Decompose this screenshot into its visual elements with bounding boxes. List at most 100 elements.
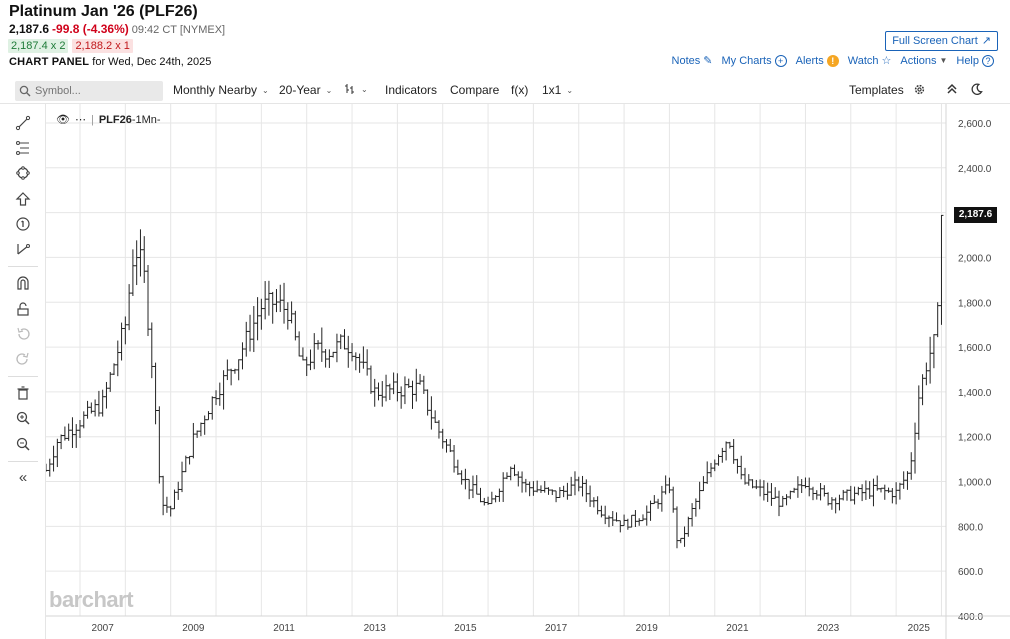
collapse-tools-button[interactable]: «: [13, 467, 33, 487]
full-screen-chart-button[interactable]: Full Screen Chart ↗: [885, 31, 998, 51]
ohlc-bar: [894, 482, 899, 505]
templates-button[interactable]: Templates: [849, 83, 904, 97]
help-link[interactable]: Help?: [956, 54, 994, 67]
ohlc-bar: [338, 334, 343, 350]
ohlc-bar: [334, 333, 339, 363]
price-chart[interactable]: 2,600.02,400.02,200.02,000.01,800.01,600…: [46, 104, 1010, 639]
ohlc-bar: [255, 297, 260, 341]
ohlc-bar: [210, 396, 215, 420]
ohlc-bar: [807, 477, 812, 497]
ohlc-bar: [198, 422, 203, 437]
ohlc-bar: [603, 505, 608, 525]
more-icon[interactable]: ⋯: [74, 114, 86, 126]
ohlc-bar: [811, 486, 816, 501]
ohlc-bar: [157, 406, 162, 484]
symbol-input[interactable]: [35, 85, 155, 97]
legend-symbol: PLF26: [98, 113, 132, 126]
ohlc-bar: [78, 419, 83, 439]
tools-divider: [8, 461, 38, 462]
x-tick-label: 2017: [545, 623, 568, 634]
ohlc-bar: [240, 342, 245, 370]
ohlc-bar: [202, 415, 207, 435]
ohlc-bar: [818, 482, 823, 501]
magnet-icon: [17, 276, 29, 290]
measure-tool[interactable]: [13, 239, 33, 259]
fibonacci-tool[interactable]: [13, 138, 33, 158]
ohlc-bar: [776, 490, 781, 517]
eye-icon[interactable]: 👁: [56, 114, 70, 126]
symbol-search[interactable]: [15, 81, 163, 101]
price-change: -99.8 (-4.36%): [52, 22, 129, 36]
notes-link[interactable]: Notes ✎: [672, 54, 713, 68]
indicators-button[interactable]: Indicators: [385, 83, 437, 97]
dark-mode-button[interactable]: [970, 83, 983, 96]
ohlc-bar: [727, 441, 732, 449]
ohlc-bar: [361, 346, 366, 369]
ohlc-bar: [565, 482, 570, 500]
chart-type-select[interactable]: ⌄: [344, 83, 368, 95]
compare-button[interactable]: Compare: [450, 83, 499, 97]
ohlc-bar: [127, 284, 132, 331]
ohlc-bar: [195, 430, 200, 438]
ohlc-bar: [259, 298, 264, 330]
undo-button[interactable]: [13, 324, 33, 344]
arrow-tool[interactable]: [13, 189, 33, 209]
ohlc-bar: [580, 475, 585, 497]
ohlc-bar: [149, 322, 154, 379]
chart-canvas[interactable]: 2,600.02,400.02,200.02,000.01,800.01,600…: [46, 104, 1010, 639]
redo-icon: [16, 352, 29, 365]
compare-label: Compare: [450, 83, 500, 97]
ohlc-bar: [486, 496, 491, 505]
zoom-out-button[interactable]: [13, 434, 33, 454]
ohlc-bar: [890, 488, 895, 504]
my-charts-link[interactable]: My Charts +: [721, 54, 787, 67]
range-select[interactable]: 20-Year ⌄: [279, 83, 332, 97]
ohlc-bar: [803, 477, 808, 489]
layout-select[interactable]: 1x1 ⌄: [542, 83, 573, 97]
ohlc-bar: [368, 365, 373, 394]
arrow-up-icon: [15, 192, 31, 206]
ohlc-bar: [312, 333, 317, 370]
settings-button[interactable]: [913, 83, 926, 96]
ohlc-bar: [905, 471, 910, 490]
delete-tool[interactable]: [13, 383, 33, 403]
chart-panel-label: CHART PANEL for Wed, Dec 24th, 2025: [9, 56, 211, 68]
ohlc-bar: [489, 491, 494, 505]
chart-legend[interactable]: 👁 ⋯ | PLF26 -1Mn-: [56, 113, 161, 127]
ohlc-bar: [693, 498, 698, 517]
ohlc-bar: [319, 327, 324, 362]
ohlc-bar: [448, 438, 453, 453]
alerts-link[interactable]: Alerts!: [796, 54, 839, 67]
ohlc-bar: [667, 477, 672, 494]
ohlc-bar: [474, 475, 479, 495]
ohlc-bar: [871, 478, 876, 507]
ohlc-bar: [183, 455, 188, 473]
ohlc-bar: [248, 314, 253, 352]
ohlc-bar: [331, 351, 336, 358]
ohlc-bar: [221, 370, 226, 410]
collapse-button[interactable]: [946, 83, 958, 95]
actions-menu[interactable]: Actions ▼: [900, 55, 947, 67]
ohlc-bar: [659, 485, 664, 512]
watch-link[interactable]: Watch ☆: [848, 54, 892, 68]
y-tick-label: 2,000.0: [958, 253, 992, 264]
shapes-tool[interactable]: [13, 163, 33, 183]
function-button[interactable]: f(x): [511, 83, 528, 97]
help-icon: ?: [982, 54, 994, 67]
magnet-tool[interactable]: [13, 273, 33, 293]
trendline-tool[interactable]: [13, 113, 33, 133]
ohlc-bar: [856, 486, 861, 496]
ohlc-bar: [610, 511, 615, 526]
redo-button[interactable]: [13, 349, 33, 369]
lock-tool[interactable]: [13, 299, 33, 319]
quote-time: 09:42 CT [NYMEX]: [131, 24, 226, 36]
full-screen-chart-label: Full Screen Chart: [892, 35, 978, 47]
ohlc-bar: [429, 396, 434, 430]
ohlc-bar: [512, 464, 517, 477]
annotation-tool[interactable]: [13, 214, 33, 234]
zoom-in-button[interactable]: [13, 408, 33, 428]
chart-panel-date: for Wed, Dec 24th, 2025: [92, 56, 212, 68]
alert-icon: !: [826, 54, 839, 67]
ohlc-bar: [421, 375, 426, 394]
period-select[interactable]: Monthly Nearby ⌄: [173, 83, 269, 97]
